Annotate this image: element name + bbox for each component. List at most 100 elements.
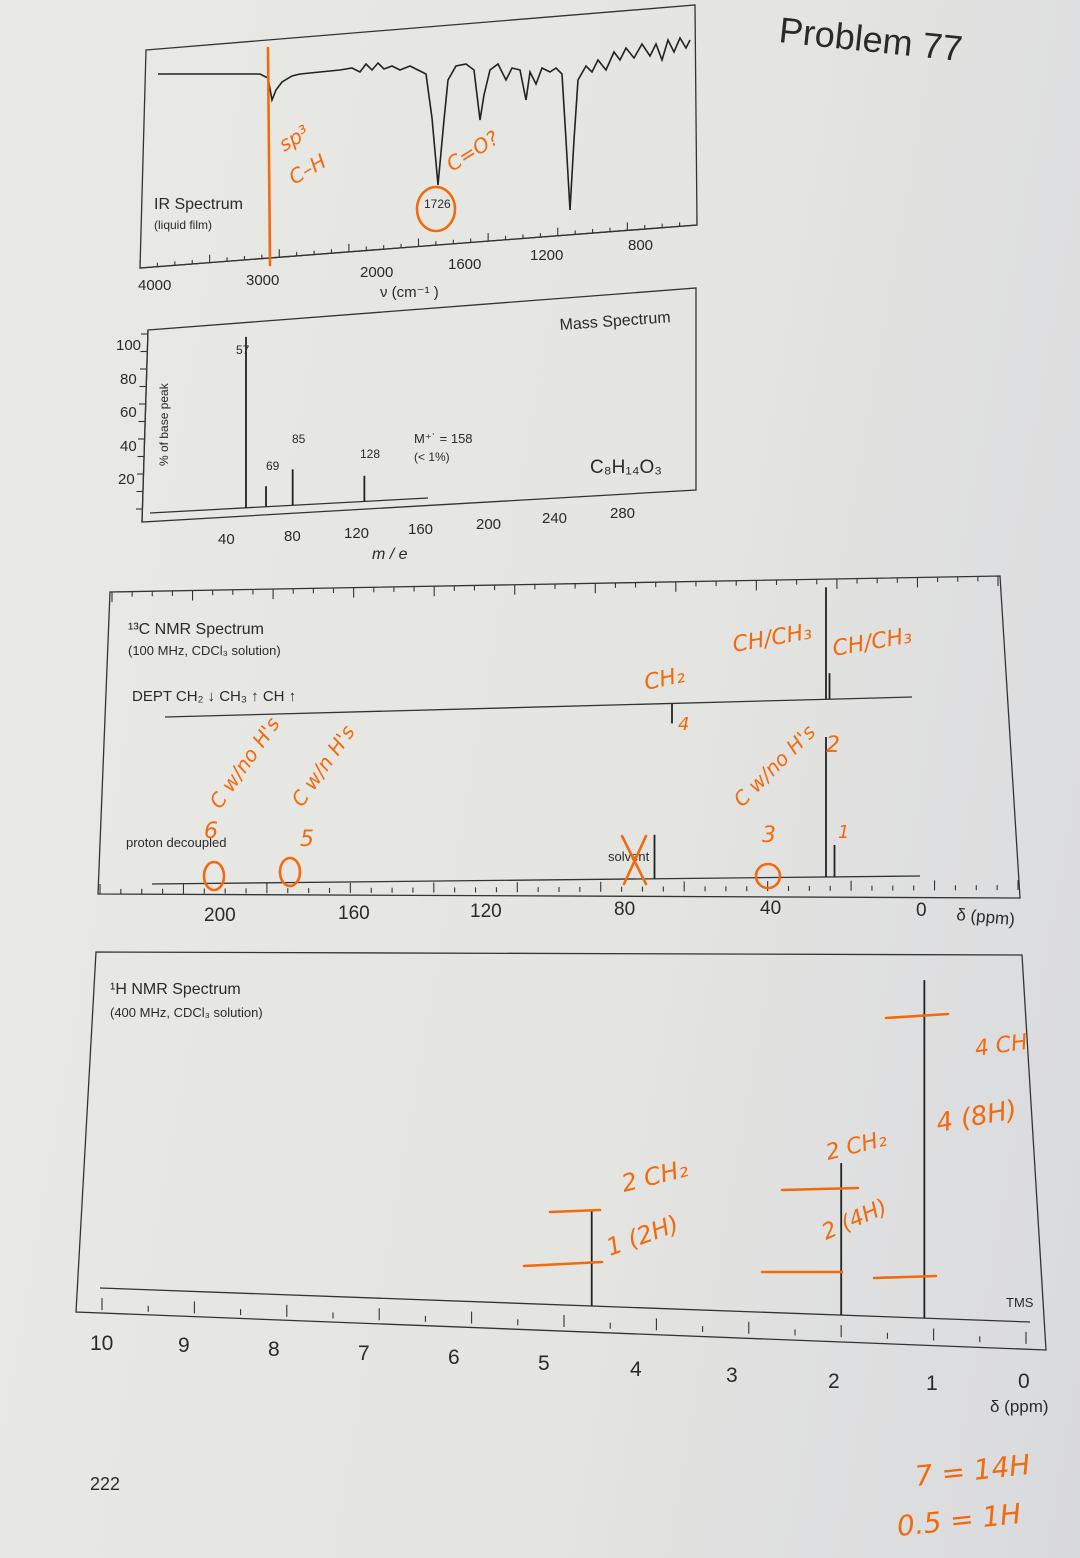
c13-frame bbox=[97, 575, 1021, 899]
mass-y-axis bbox=[141, 329, 149, 523]
mass-y-tick-100: 100 bbox=[116, 337, 141, 354]
problem-title: Problem 77 bbox=[777, 9, 964, 69]
ir-peak-label: 1726 bbox=[424, 197, 451, 211]
mass-x-tick-200: 200 bbox=[476, 516, 501, 533]
c13-annotation-c4: 4 bbox=[678, 714, 689, 735]
ir-annotation-ch: C–H bbox=[285, 149, 331, 189]
ir-1726-circle bbox=[415, 185, 457, 233]
mass-title: Mass Spectrum bbox=[559, 309, 671, 334]
h1-x-tick-4: 4 bbox=[630, 1358, 642, 1381]
note-1h: 0.5 = 1H bbox=[895, 1497, 1022, 1543]
ir-frame bbox=[139, 4, 698, 269]
mass-molecular-ion: M⁺˙ = 158 bbox=[414, 431, 473, 446]
c13-x-tick-160: 160 bbox=[338, 903, 370, 924]
ir-x-tick-4000: 4000 bbox=[138, 277, 171, 294]
h1-frame bbox=[75, 951, 1047, 1351]
mass-x-label: m / e bbox=[372, 546, 408, 563]
mass-x-tick-80: 80 bbox=[284, 528, 301, 545]
c13-annotation-c2-label: CH/CH₃ bbox=[731, 619, 814, 658]
mass-y-label: % of base peak bbox=[157, 382, 171, 466]
c13-annotation-c3-note: C w/no H's bbox=[729, 720, 821, 812]
h1-x-tick-6: 6 bbox=[448, 1346, 460, 1369]
c13-panel: ¹³C NMR Spectrum (100 MHz, CDCl₃ solutio… bbox=[97, 575, 1021, 929]
h1-panel: ¹H NMR Spectrum (400 MHz, CDCl₃ solution… bbox=[75, 951, 1049, 1416]
mass-y-ticks bbox=[136, 333, 147, 510]
ir-annotation-sp3: sp³ bbox=[275, 120, 314, 156]
c13-peaks bbox=[653, 587, 836, 879]
mass-peak-label-57: 57 bbox=[236, 343, 250, 357]
h1-x-tick-2: 2 bbox=[828, 1370, 840, 1393]
mass-y-tick-20: 20 bbox=[118, 471, 135, 488]
mass-peak-label-85: 85 bbox=[292, 432, 306, 446]
ir-title: IR Spectrum bbox=[154, 196, 243, 213]
h1-annotation-integration-2: 2 (4H) bbox=[818, 1195, 891, 1246]
c13-x-tick-200: 200 bbox=[204, 905, 236, 926]
c13-circle-c3 bbox=[754, 862, 782, 890]
h1-x-tick-0: 0 bbox=[1018, 1370, 1030, 1393]
ir-panel: IR Spectrum (liquid film) 4000 3000 2000… bbox=[138, 4, 698, 301]
h1-integral-2 bbox=[760, 1186, 860, 1274]
c13-annotation-c3: 3 bbox=[762, 823, 776, 848]
c13-decoupled-baseline bbox=[151, 875, 921, 885]
h1-x-tick-1: 1 bbox=[926, 1372, 938, 1395]
h1-x-tick-9: 9 bbox=[178, 1334, 190, 1357]
h1-annotation-group-2: 2 CH₂ bbox=[823, 1127, 889, 1166]
c13-x-tick-120: 120 bbox=[470, 901, 502, 922]
c13-annotation-c5: 5 bbox=[300, 827, 314, 852]
mass-bars bbox=[245, 336, 366, 508]
page-number: 222 bbox=[90, 1474, 120, 1494]
h1-x-label: δ (ppm) bbox=[990, 1397, 1049, 1416]
h1-title: ¹H NMR Spectrum bbox=[110, 981, 241, 998]
c13-dept-baseline bbox=[164, 696, 913, 718]
ir-trace bbox=[158, 36, 691, 211]
h1-x-tick-5: 5 bbox=[538, 1352, 550, 1375]
mass-molecular-ion-note: (< 1%) bbox=[414, 450, 450, 464]
h1-annotation-integration-3: 4 (8H) bbox=[934, 1095, 1019, 1139]
mass-formula: C₈H₁₄O₃ bbox=[590, 457, 662, 478]
mass-x-tick-160: 160 bbox=[408, 521, 433, 538]
ir-x-tick-800: 800 bbox=[628, 237, 653, 254]
mass-x-tick-240: 240 bbox=[542, 510, 567, 527]
h1-baseline bbox=[99, 1287, 1031, 1323]
ir-x-tick-1200: 1200 bbox=[530, 247, 563, 264]
c13-annotation-c1-label: CH/CH₃ bbox=[831, 623, 914, 662]
h1-subtitle: (400 MHz, CDCl₃ solution) bbox=[110, 1005, 263, 1020]
c13-x-tick-80: 80 bbox=[614, 899, 635, 920]
mass-y-tick-60: 60 bbox=[120, 404, 137, 421]
ir-3000-marker bbox=[266, 46, 272, 267]
c13-title: ¹³C NMR Spectrum bbox=[128, 621, 264, 638]
c13-x-tick-40: 40 bbox=[760, 898, 781, 919]
c13-subtitle: (100 MHz, CDCl₃ solution) bbox=[128, 643, 281, 658]
c13-circle-c6 bbox=[202, 860, 226, 892]
c13-x-label: δ (ppm) bbox=[956, 905, 1016, 929]
c13-annotation-c5-note: C w/n H's bbox=[286, 721, 359, 811]
mass-y-tick-40: 40 bbox=[120, 438, 137, 455]
h1-annotation-integration-1: 1 (2H) bbox=[602, 1210, 682, 1262]
ir-x-tick-1600: 1600 bbox=[448, 256, 481, 273]
mass-y-tick-80: 80 bbox=[120, 371, 137, 388]
h1-x-tick-8: 8 bbox=[268, 1338, 280, 1361]
h1-annotation-group-3: 4 CH bbox=[973, 1030, 1029, 1062]
mass-x-tick-40: 40 bbox=[218, 531, 235, 548]
c13-top-ticks bbox=[111, 576, 999, 602]
ir-x-tick-3000: 3000 bbox=[246, 272, 279, 289]
h1-ticks bbox=[101, 1298, 1027, 1344]
mass-baseline bbox=[149, 497, 429, 514]
c13-decoupled-label: proton decoupled bbox=[126, 835, 226, 850]
ir-annotation-co: C=O? bbox=[442, 125, 503, 176]
h1-integral-1 bbox=[522, 1208, 604, 1268]
c13-annotation-c1: 1 bbox=[838, 822, 849, 843]
ir-subtitle: (liquid film) bbox=[154, 218, 212, 232]
ir-ticks bbox=[139, 217, 698, 268]
note-14h: 7 = 14H bbox=[913, 1448, 1032, 1493]
c13-dept-label: DEPT CH₂ ↓ CH₃ ↑ CH ↑ bbox=[132, 688, 296, 705]
ir-x-tick-2000: 2000 bbox=[360, 264, 393, 281]
c13-solvent-cross bbox=[620, 834, 648, 886]
h1-integral-3 bbox=[872, 1012, 950, 1280]
mass-panel: Mass Spectrum % of base peak 100 80 60 4… bbox=[116, 287, 697, 563]
ir-x-label: ν (cm⁻¹ ) bbox=[380, 284, 439, 301]
h1-x-tick-3: 3 bbox=[726, 1364, 738, 1387]
mass-peak-label-128: 128 bbox=[360, 447, 380, 461]
mass-x-tick-280: 280 bbox=[610, 505, 635, 522]
